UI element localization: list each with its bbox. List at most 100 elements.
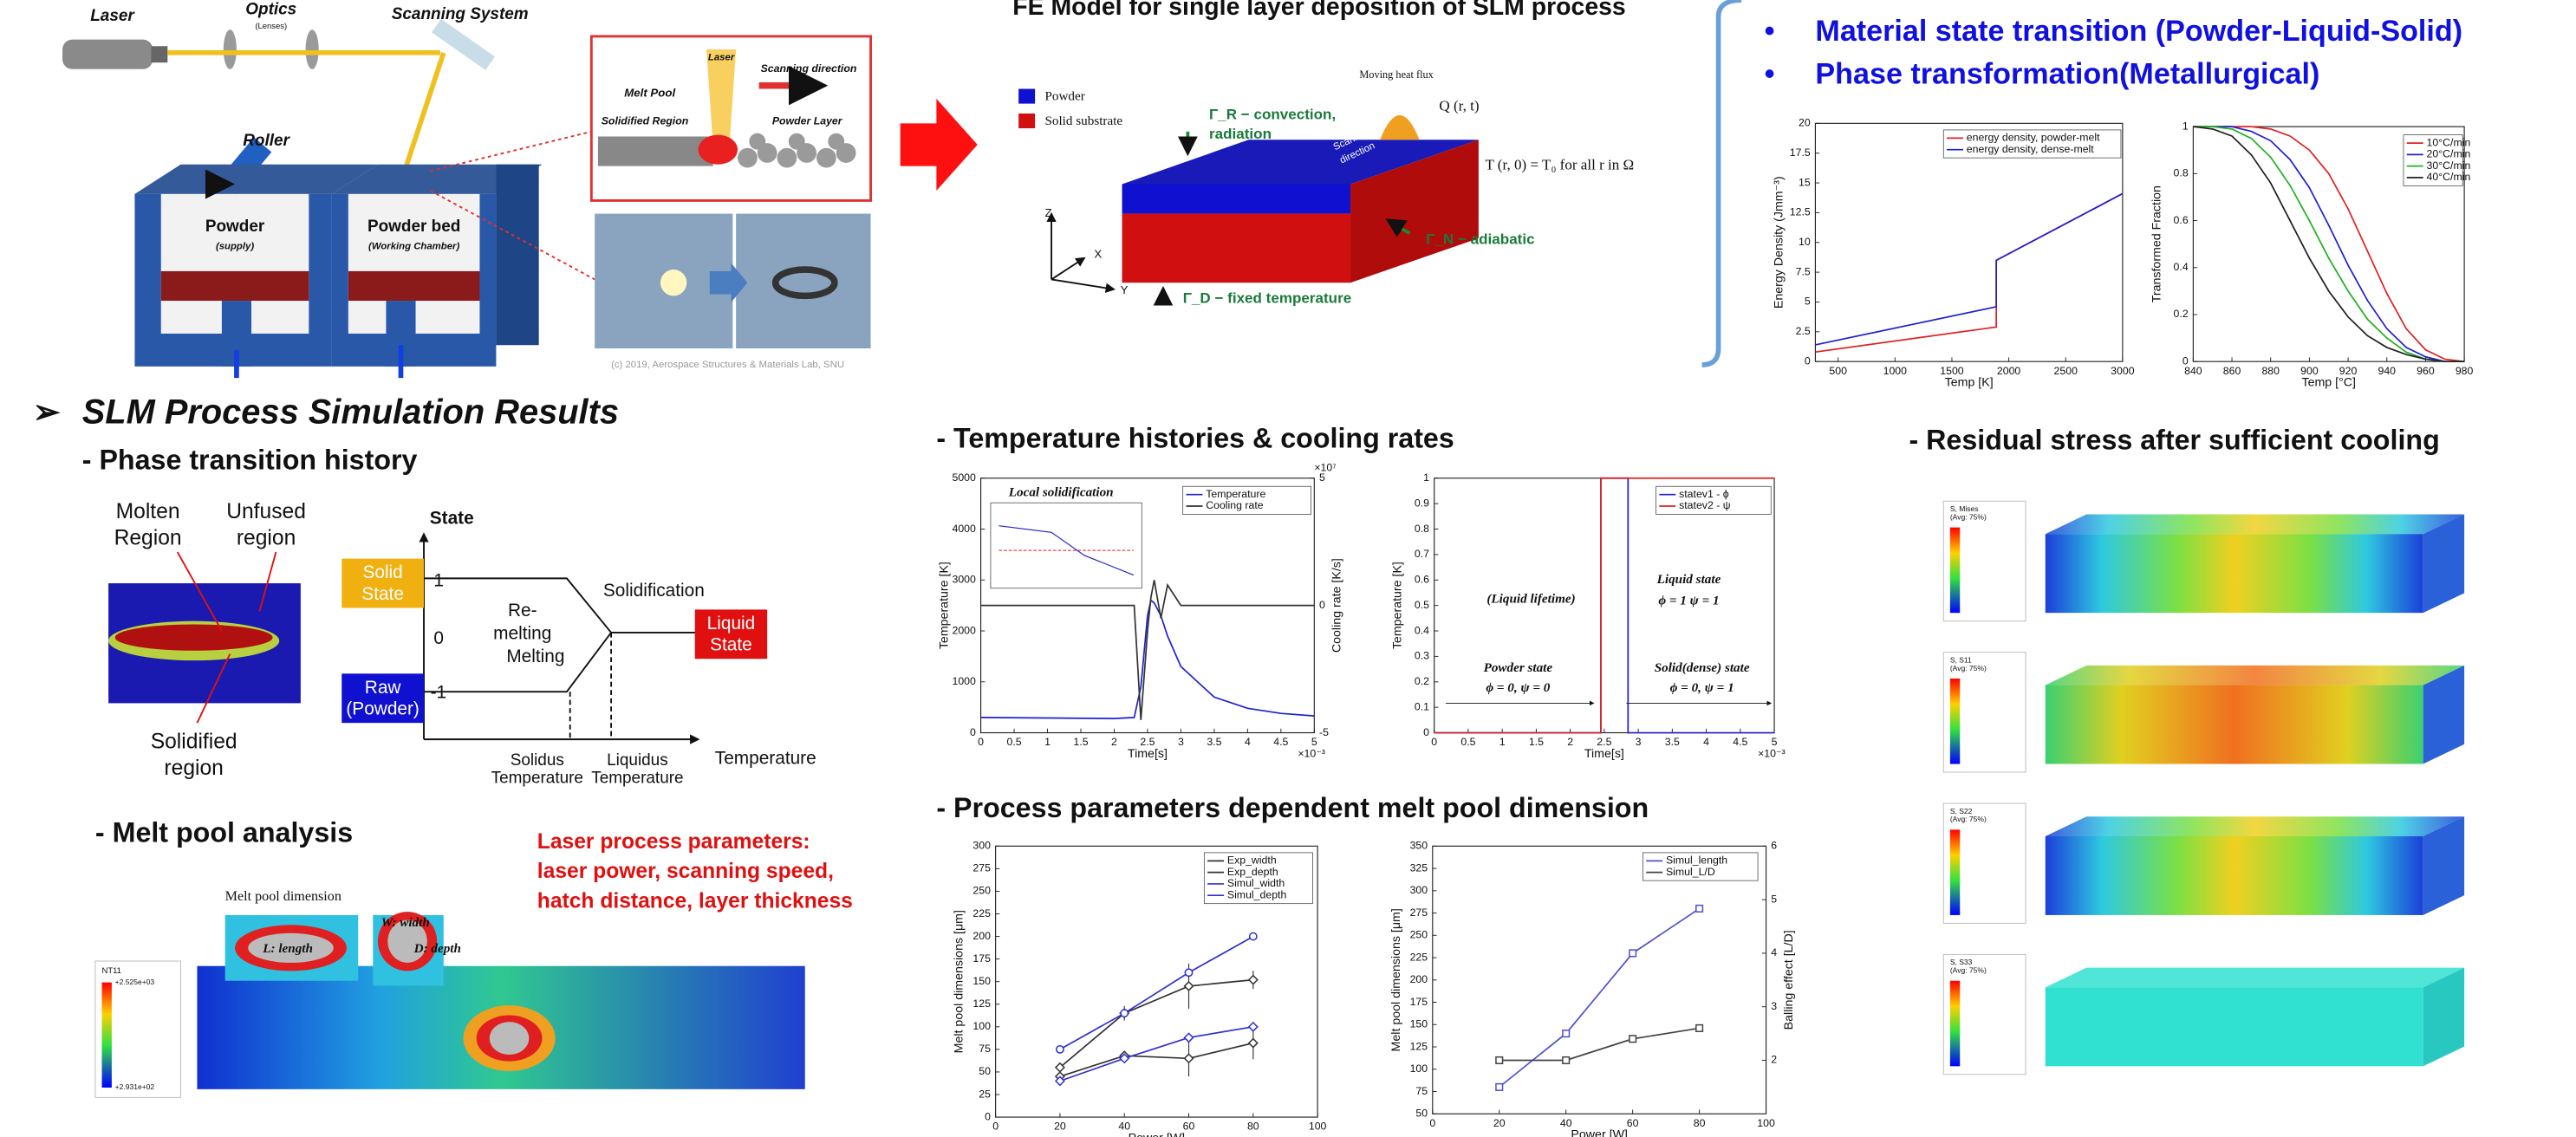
y2-exponent: ×10⁷ — [1314, 462, 1336, 474]
y-tick-label: 75 — [1415, 1085, 1428, 1097]
y-tick-label: 100 — [1410, 1062, 1428, 1075]
data-point — [1183, 1053, 1194, 1064]
decoration: Moving heat flux — [1359, 68, 1434, 81]
y-tick-label: 275 — [1410, 906, 1428, 919]
decoration: Melt pool dimension — [225, 889, 342, 904]
x-axis-label: Time[s] — [1128, 747, 1168, 761]
y-tick-label: 0.2 — [1415, 675, 1429, 687]
x-tick-label: 0 — [992, 1121, 999, 1133]
y-tick-label: 350 — [1410, 840, 1428, 852]
decoration: Powder — [205, 218, 265, 236]
stress-label: S, S22 — [1950, 807, 1973, 815]
data-point — [1248, 932, 1258, 941]
x-tick-label: 980 — [2456, 365, 2474, 377]
legend — [1942, 129, 2122, 159]
series-line — [980, 599, 1315, 719]
y-tick-label: 0.2 — [2174, 308, 2189, 320]
x-tick-label: 20 — [1493, 1117, 1506, 1129]
decoration: Liquid — [707, 614, 756, 633]
chart: 840 860 880 900 920 940 960 980 0 0.2 0.4 0.6 0.8 1 Te… — [2150, 120, 2473, 389]
x-tick-label: 2 — [1567, 736, 1573, 748]
decoration: - Process parameters dependent melt pool… — [936, 792, 1649, 823]
decoration: Temperature — [591, 770, 683, 788]
decoration — [176, 551, 223, 632]
data-point — [1562, 1030, 1571, 1038]
legend-label: Exp_depth — [1227, 866, 1278, 878]
decoration: Optics — [245, 1, 296, 19]
chart: 0 20 40 60 80 100 50 75 100 125 150 175 200 225 250 275… — [1389, 840, 1796, 1137]
decoration: (Powder) — [346, 699, 420, 719]
series-line — [1059, 935, 1254, 1050]
x-tick-label: 5 — [1311, 736, 1317, 748]
decoration — [736, 213, 871, 349]
decoration — [196, 653, 231, 724]
x-tick-label: 2.5 — [1140, 736, 1155, 748]
decoration: Solidified Region — [602, 115, 689, 127]
decoration: - Melt pool analysis — [95, 817, 353, 848]
decoration: Solid substrate — [1044, 114, 1122, 128]
decoration — [1122, 140, 1479, 185]
x-tick-label: 880 — [2261, 365, 2280, 377]
inset-title: Local solidification — [1008, 484, 1114, 499]
legend-label: Temperature — [1206, 488, 1265, 500]
legend-label: Simul_width — [1227, 877, 1285, 889]
decoration — [160, 270, 309, 302]
y-tick-label: 50 — [979, 1065, 991, 1077]
stress-top — [2045, 816, 2465, 836]
decoration: - Residual stress after sufficient cooli… — [1909, 425, 2439, 456]
y-tick-label: 25 — [979, 1088, 991, 1100]
y-tick-label: 150 — [973, 975, 991, 987]
chart: 0 0.5 1 1.5 2 2.5 3 3.5 4 4.5 5 0 0.1 0.2 0.3 0.4 0.5 0.6… — [1391, 471, 1786, 761]
y-tick-label: 20 — [1799, 117, 1811, 129]
decoration: region — [164, 757, 223, 780]
decoration — [348, 270, 480, 302]
y-tick-label: 0 — [1805, 354, 1811, 367]
series-line — [2193, 126, 2465, 363]
x-tick-label: 3 — [1178, 736, 1184, 748]
stress-front — [2045, 534, 2423, 614]
decoration: NT11 — [102, 966, 121, 976]
decoration: Roller — [243, 132, 290, 150]
y-axis-label: Temperature [K] — [938, 562, 952, 649]
charts: 500 1000 1500 2000 2500 300002.557.51012.5151… — [938, 117, 2474, 1137]
y2-tick-label: -5 — [1319, 726, 1329, 738]
decoration — [489, 1022, 530, 1056]
stress-avg: (Avg: 75%) — [1950, 664, 1987, 672]
stress-avg: (Avg: 75%) — [1950, 512, 1987, 521]
x-tick-label: 0.5 — [1006, 736, 1021, 748]
decoration: X — [1094, 247, 1102, 260]
decoration: • — [1765, 15, 1775, 48]
data-point — [1495, 1056, 1504, 1065]
y-tick-label: 17.5 — [1790, 146, 1811, 159]
y-tick-label: 250 — [1410, 929, 1428, 941]
decoration — [496, 164, 539, 346]
decoration: L: length — [262, 941, 313, 956]
plot-area — [1434, 478, 1775, 734]
y-tick-label: 0.1 — [1415, 700, 1429, 712]
y-tick-label: 0 — [985, 1110, 991, 1122]
stress-label: S, S11 — [1950, 655, 1972, 664]
decoration: W: width — [381, 915, 430, 930]
decoration: (c) 2019, Aerospace Structures & Materia… — [611, 360, 844, 370]
data-point — [1120, 1009, 1129, 1018]
x-tick-label: 920 — [2339, 365, 2358, 377]
decoration — [698, 134, 738, 165]
schematic: Laser Optics (Lenses) Scanning System Ro… — [62, 1, 844, 379]
stress-front — [2045, 835, 2423, 915]
y-tick-label: 125 — [1410, 1040, 1428, 1052]
stress-side — [2423, 816, 2465, 915]
legend — [1182, 485, 1311, 515]
decoration — [900, 98, 978, 192]
y-tick-label: 0 — [2182, 354, 2189, 367]
x-tick-label: 100 — [1757, 1117, 1775, 1129]
decoration: Z — [1044, 206, 1051, 219]
stress-top — [2045, 665, 2465, 685]
decoration: Laser — [90, 7, 135, 25]
decoration — [660, 270, 687, 296]
decoration — [694, 609, 768, 659]
y-tick-label: 50 — [1415, 1108, 1428, 1120]
y-axis-label: Transformed Fraction — [2150, 185, 2163, 302]
y2-tick-label: 4 — [1771, 946, 1777, 958]
stress-avg: (Avg: 75%) — [1950, 815, 1987, 823]
